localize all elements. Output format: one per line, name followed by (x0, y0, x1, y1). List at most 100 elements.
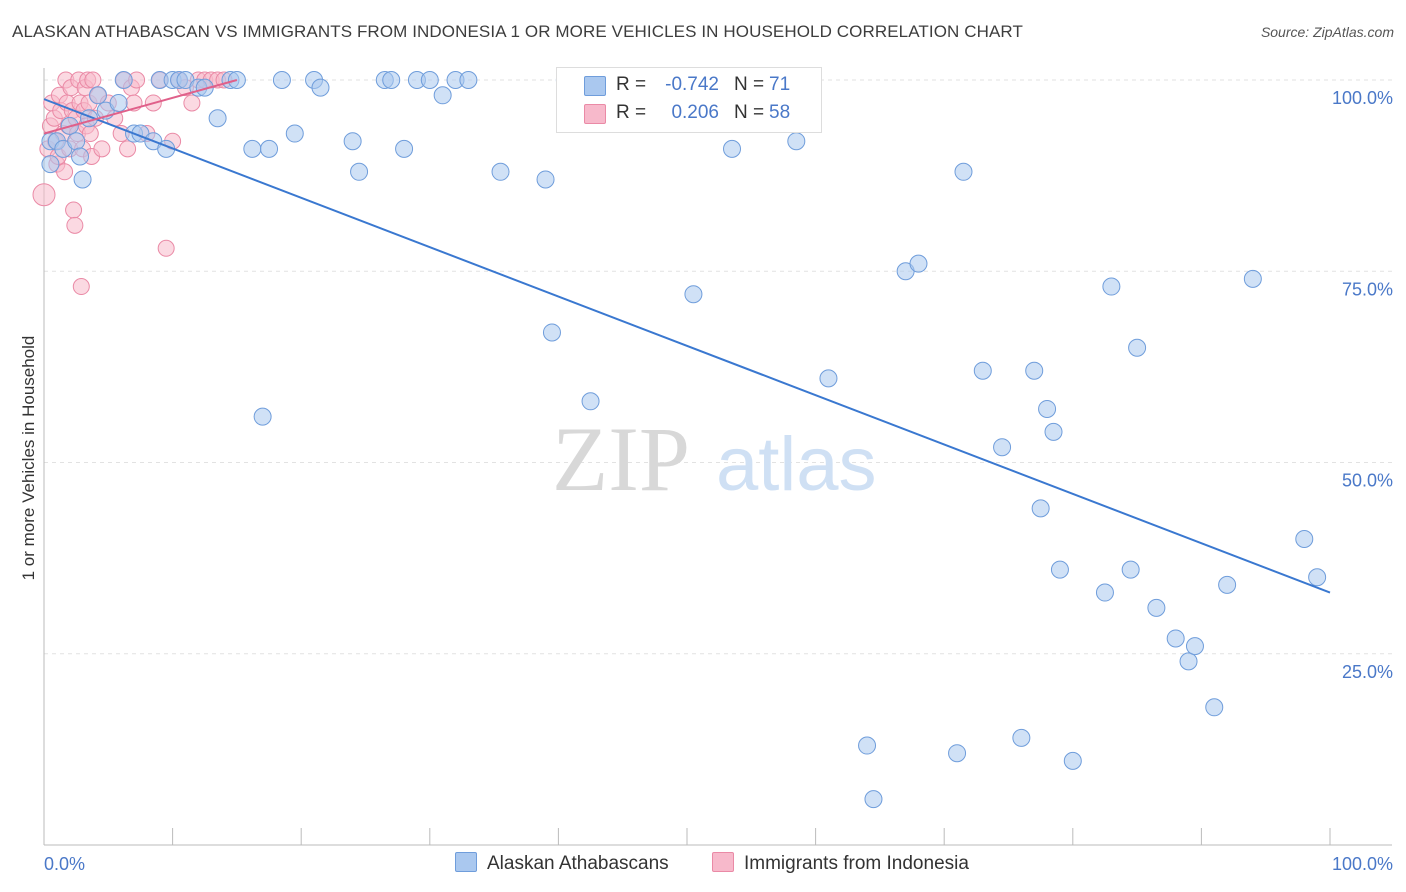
athabascan-point (1128, 338, 1147, 357)
legend-n-label: N = (734, 74, 765, 95)
legend-n-value: 58 (769, 102, 791, 123)
athabascan-point (491, 162, 510, 181)
y-tick-label: 75.0% (1342, 279, 1393, 299)
legend-row-indonesia: R = 0.206 N = 58 (557, 100, 821, 128)
bottom-legend-swatch-pink (712, 852, 734, 872)
indonesia-point (56, 163, 74, 181)
athabascan-point (858, 736, 877, 755)
athabascan-point (459, 71, 478, 89)
athabascan-point (787, 132, 806, 151)
athabascan-point (73, 170, 92, 189)
athabascan-point (581, 392, 600, 411)
indonesia-point (72, 278, 90, 296)
x-tick-max: 100.0% (1332, 854, 1393, 874)
indonesia-point (119, 140, 137, 158)
athabascan-point (864, 790, 883, 809)
athabascan-point (67, 132, 86, 151)
athabascan-point (993, 438, 1012, 457)
athabascan-point (195, 78, 214, 97)
athabascan-point (1095, 583, 1114, 602)
legend-n-value: 71 (769, 74, 791, 95)
legend-r-value: 0.206 (671, 102, 719, 123)
athabascan-point (973, 361, 992, 380)
indonesia-point (157, 239, 175, 257)
bottom-legend-label: Immigrants from Indonesia (744, 853, 969, 874)
axes (43, 68, 1392, 846)
athabascan-point (723, 139, 742, 158)
correlation-legend: R = -0.742 N = 71 R = 0.206 N = 58 (556, 67, 822, 133)
athabascan-point (1185, 637, 1204, 656)
athabascan-point (350, 162, 369, 181)
athabascan-point (41, 155, 60, 174)
athabascan-point (536, 170, 555, 189)
source-label: Source: ZipAtlas.com (1260, 24, 1394, 40)
watermark-atlas: atlas (716, 422, 877, 507)
indonesia-point (32, 183, 56, 207)
athabascan-point (285, 124, 304, 143)
legend-swatch-blue (584, 76, 606, 96)
athabascan-point (1012, 728, 1031, 747)
legend-n-label: N = (734, 102, 765, 123)
athabascan-point (114, 71, 133, 89)
athabascan-point (1205, 698, 1224, 717)
y-tick-label: 100.0% (1332, 88, 1393, 108)
athabascan-point (253, 407, 272, 426)
athabascan-point (1179, 652, 1198, 671)
chart-title: ALASKAN ATHABASCAN VS IMMIGRANTS FROM IN… (12, 22, 1023, 41)
athabascan-point (272, 71, 291, 89)
athabascan-point (260, 139, 279, 158)
athabascan-point (1147, 598, 1166, 617)
athabascan-trend-line (43, 98, 1331, 594)
athabascan-point (433, 86, 452, 105)
athabascan-point (1063, 751, 1082, 770)
athabascan-point (1031, 499, 1050, 518)
athabascan-point (909, 254, 928, 273)
athabascan-point (395, 139, 414, 158)
athabascan-point (89, 86, 108, 105)
athabascan-point (954, 162, 973, 181)
y-tick-label: 50.0% (1342, 471, 1393, 491)
legend-r-label: R = (616, 74, 647, 95)
legend-r-value: -0.742 (665, 74, 719, 95)
legend-swatch-pink (584, 104, 606, 124)
athabascan-point (1166, 629, 1185, 648)
athabascan-point (109, 93, 128, 112)
athabascan-point (311, 78, 330, 97)
athabascan-point (1121, 560, 1140, 579)
watermark: ZIP atlas (552, 408, 877, 510)
trend-lines (43, 79, 1331, 594)
athabascan-point (1044, 422, 1063, 441)
athabascan-point (1218, 575, 1237, 594)
indonesia-point (183, 94, 201, 112)
indonesia-point (84, 71, 102, 89)
legend-r-label: R = (616, 102, 647, 123)
watermark-zip: ZIP (552, 408, 690, 510)
athabascan-point (1038, 399, 1057, 418)
y-tick-label: 25.0% (1342, 662, 1393, 682)
athabascan-point (208, 109, 227, 128)
athabascan-point (1243, 269, 1262, 288)
y-axis-label: 1 or more Vehicles in Household (19, 336, 38, 581)
athabascan-point (684, 285, 703, 304)
gridlines (44, 79, 1392, 655)
athabascan-point (71, 147, 90, 166)
bottom-legend-indonesia: Immigrants from Indonesia (712, 852, 969, 875)
indonesia-trend-line (43, 79, 238, 135)
legend-row-athabascan: R = -0.742 N = 71 (557, 72, 821, 100)
athabascan-point (1295, 530, 1314, 548)
athabascan-point (420, 71, 439, 89)
bottom-legend-swatch-blue (455, 852, 477, 872)
athabascan-point (1102, 277, 1121, 296)
x-tick-min: 0.0% (44, 854, 85, 874)
bottom-legend-athabascan: Alaskan Athabascans (455, 852, 669, 875)
athabascan-point (542, 323, 561, 342)
y-tick-labels: 25.0% 50.0% 75.0% 100.0% (1332, 88, 1393, 682)
athabascan-point (948, 744, 967, 763)
indonesia-point (66, 216, 84, 234)
athabascan-point (819, 369, 838, 388)
indonesia-point (93, 140, 111, 158)
athabascan-point (1025, 361, 1044, 380)
athabascan-point (1050, 560, 1069, 579)
athabascan-point (382, 71, 401, 89)
